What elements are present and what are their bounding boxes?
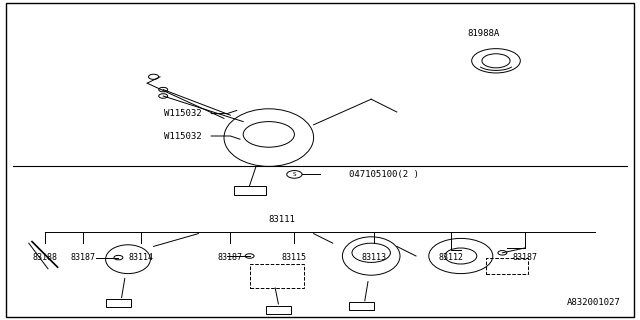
Text: 83187: 83187	[70, 253, 96, 262]
Text: 83114: 83114	[128, 253, 154, 262]
Text: 83113: 83113	[362, 253, 387, 262]
Bar	[250, 264, 304, 288]
Bar	[106, 299, 131, 307]
Text: W115032: W115032	[164, 109, 201, 118]
Text: 83115: 83115	[282, 253, 307, 262]
Text: 83187: 83187	[218, 253, 243, 262]
Text: W115032: W115032	[164, 132, 201, 140]
Text: 83111: 83111	[268, 215, 295, 224]
Bar	[266, 306, 291, 314]
Bar	[349, 302, 374, 310]
Text: A832001027: A832001027	[567, 298, 621, 307]
Text: 83112: 83112	[438, 253, 464, 262]
Text: 047105100(2 ): 047105100(2 )	[349, 170, 419, 179]
Bar	[234, 186, 266, 195]
Text: 81988A: 81988A	[467, 29, 499, 38]
Text: 83188: 83188	[32, 253, 58, 262]
Text: S: S	[292, 172, 296, 177]
Text: 83187: 83187	[512, 253, 538, 262]
Bar	[486, 258, 528, 274]
